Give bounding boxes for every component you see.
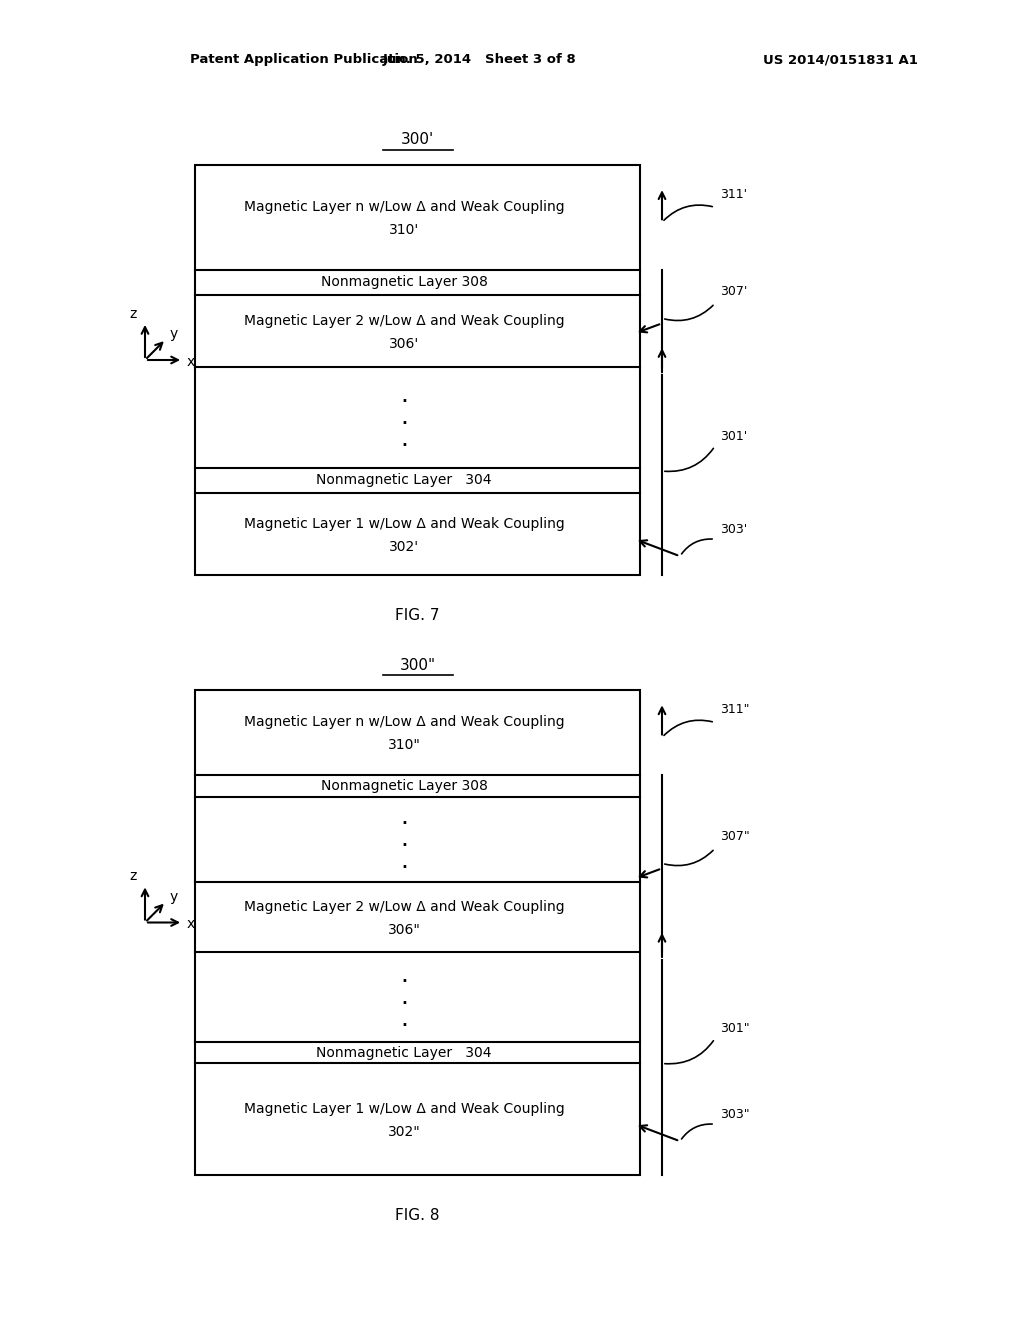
Text: 301': 301' — [720, 429, 748, 442]
Text: .: . — [400, 962, 409, 987]
Text: 310': 310' — [389, 223, 419, 238]
Text: .: . — [400, 849, 409, 873]
Text: 302': 302' — [389, 540, 419, 554]
Text: Magnetic Layer 2 w/Low Δ and Weak Coupling: Magnetic Layer 2 w/Low Δ and Weak Coupli… — [244, 314, 564, 329]
Text: 300": 300" — [399, 657, 435, 672]
Text: .: . — [400, 985, 409, 1008]
Text: Magnetic Layer 1 w/Low Δ and Weak Coupling: Magnetic Layer 1 w/Low Δ and Weak Coupli… — [244, 1102, 564, 1117]
Text: Magnetic Layer n w/Low Δ and Weak Coupling: Magnetic Layer n w/Low Δ and Weak Coupli… — [244, 715, 564, 730]
Text: Jun. 5, 2014   Sheet 3 of 8: Jun. 5, 2014 Sheet 3 of 8 — [383, 54, 577, 66]
Text: z: z — [129, 308, 136, 321]
Text: Nonmagnetic Layer   304: Nonmagnetic Layer 304 — [316, 474, 492, 487]
Text: .: . — [400, 828, 409, 851]
Text: 311': 311' — [720, 187, 748, 201]
Text: Nonmagnetic Layer 308: Nonmagnetic Layer 308 — [321, 779, 487, 793]
Text: x: x — [186, 917, 196, 932]
Bar — [195, 690, 640, 1175]
Text: Nonmagnetic Layer   304: Nonmagnetic Layer 304 — [316, 1045, 492, 1060]
Text: FIG. 8: FIG. 8 — [395, 1208, 439, 1222]
Text: Magnetic Layer 1 w/Low Δ and Weak Coupling: Magnetic Layer 1 w/Low Δ and Weak Coupli… — [244, 517, 564, 531]
Text: .: . — [400, 805, 409, 829]
Text: 311": 311" — [720, 704, 750, 715]
Text: Magnetic Layer n w/Low Δ and Weak Coupling: Magnetic Layer n w/Low Δ and Weak Coupli… — [244, 201, 564, 214]
Text: 306": 306" — [388, 923, 421, 937]
Text: z: z — [129, 870, 136, 883]
Text: .: . — [400, 1007, 409, 1031]
Bar — [195, 165, 640, 576]
Text: .: . — [400, 383, 409, 408]
Text: 310": 310" — [388, 738, 421, 752]
Text: y: y — [170, 327, 178, 341]
Text: Patent Application Publication: Patent Application Publication — [190, 54, 418, 66]
Text: US 2014/0151831 A1: US 2014/0151831 A1 — [763, 54, 918, 66]
Text: Magnetic Layer 2 w/Low Δ and Weak Coupling: Magnetic Layer 2 w/Low Δ and Weak Coupli… — [244, 900, 564, 913]
Text: 302": 302" — [388, 1125, 421, 1139]
Text: 306': 306' — [389, 337, 419, 351]
Text: 307": 307" — [720, 830, 750, 843]
Text: 307': 307' — [720, 285, 748, 298]
Text: 301": 301" — [720, 1022, 750, 1035]
Text: 303': 303' — [720, 523, 748, 536]
Text: FIG. 7: FIG. 7 — [395, 607, 439, 623]
Text: .: . — [400, 428, 409, 451]
Text: Nonmagnetic Layer 308: Nonmagnetic Layer 308 — [321, 276, 487, 289]
Text: y: y — [170, 890, 178, 904]
Text: x: x — [186, 355, 196, 370]
Text: 300': 300' — [400, 132, 434, 148]
Text: 303": 303" — [720, 1107, 750, 1121]
Text: .: . — [400, 405, 409, 429]
